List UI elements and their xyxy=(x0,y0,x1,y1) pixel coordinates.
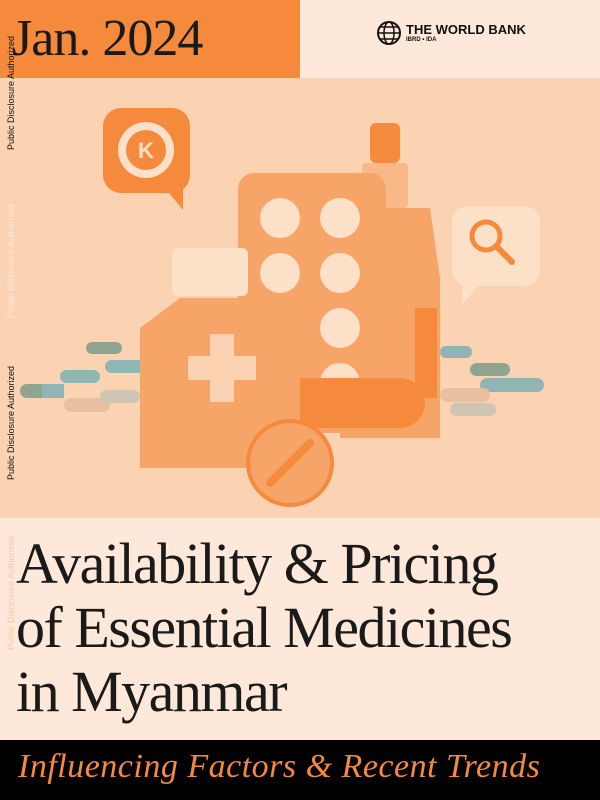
currency-symbol: K xyxy=(138,138,154,163)
subtitle-band xyxy=(0,740,600,800)
world-bank-logo: THE WORLD BANK IBRD • IDA xyxy=(376,20,526,46)
title-line: in Myanmar xyxy=(16,659,288,724)
title-line: of Essential Medicines xyxy=(16,595,513,660)
publisher-sub: IBRD • IDA xyxy=(406,37,437,43)
disclosure-stamp: Public Disclosure Authorized xyxy=(6,35,16,150)
header-right xyxy=(300,0,600,78)
cover-illustration: K xyxy=(0,78,600,518)
date-label: Jan. 2024 xyxy=(0,0,300,78)
medicine-jar xyxy=(140,248,285,468)
disclosure-stamp: Public Disclosure Authorized xyxy=(6,203,16,318)
capsules xyxy=(20,342,544,416)
disclosure-stamp: Public Disclosure Authorized xyxy=(6,535,16,650)
currency-bubble: K xyxy=(103,108,190,210)
search-bubble xyxy=(452,206,540,305)
report-subtitle: Influencing Factors & Recent Trends xyxy=(18,748,541,785)
report-title: Availability & Pricing of Essential Medi… xyxy=(16,531,513,724)
disclosure-stamp: Public Disclosure Authorized xyxy=(6,365,16,480)
publisher-name: THE WORLD BANK xyxy=(406,22,526,37)
title-line: Availability & Pricing xyxy=(16,531,499,596)
globe-icon xyxy=(377,21,401,45)
pill-tablet xyxy=(246,378,425,507)
